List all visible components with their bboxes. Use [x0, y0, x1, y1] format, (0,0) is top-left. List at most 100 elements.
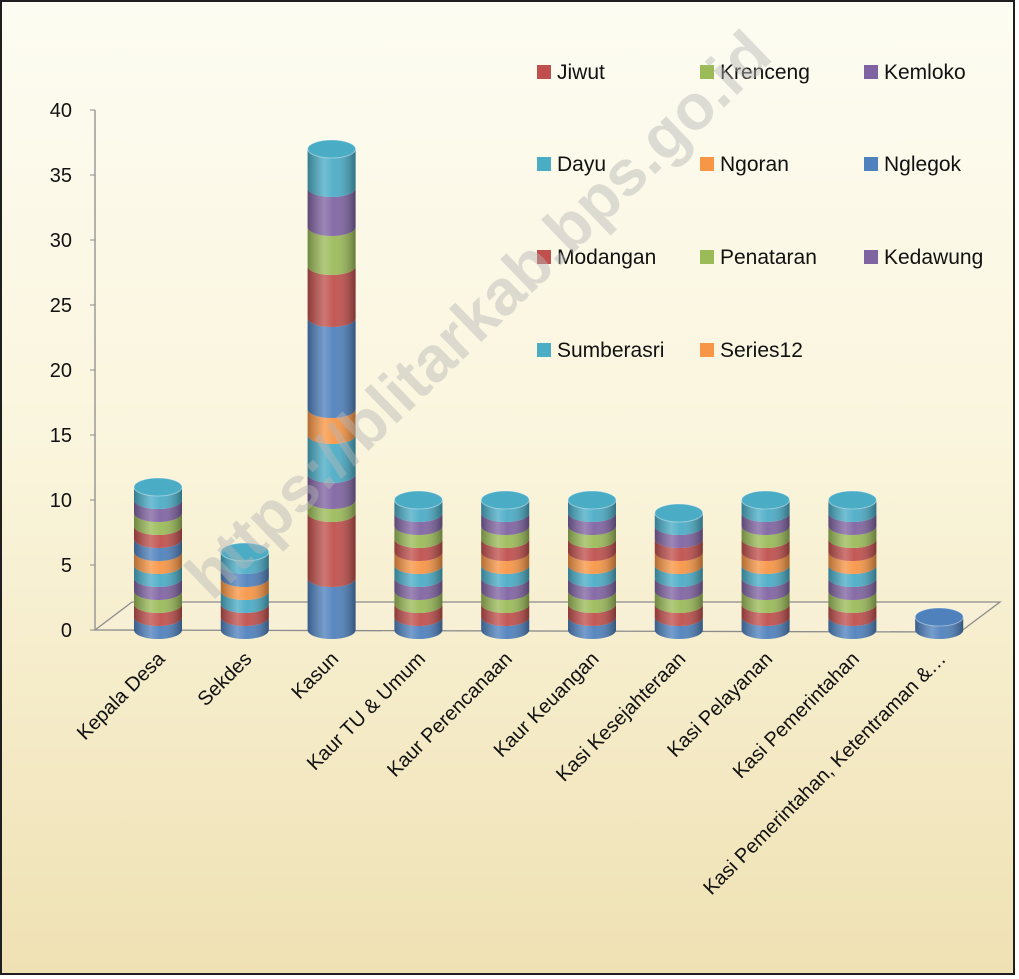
bar-top-cap — [307, 139, 357, 159]
bar-segment-shade — [307, 500, 356, 522]
y-tick-label: 10 — [50, 490, 72, 512]
legend: Jiwut Krenceng Kemloko Dayu Ngoran Nglegok Mod… — [537, 61, 983, 362]
legend-label: Kemloko — [884, 61, 966, 84]
y-tick-label: 25 — [50, 295, 72, 317]
y-tick-label: 20 — [50, 360, 72, 382]
bar-top-cap — [741, 490, 791, 510]
bar-segment-shade — [220, 552, 269, 574]
bar-segment-shade — [134, 565, 182, 587]
bar-segment-shade — [134, 500, 182, 522]
bar-stack — [307, 139, 357, 639]
bar-segment-shade — [220, 617, 269, 639]
bar-segment-shade — [134, 513, 182, 535]
bar-segment-shade — [741, 604, 790, 626]
bar-segment-shade — [828, 552, 877, 574]
legend-swatch — [537, 250, 551, 264]
bar-segment-shade — [654, 578, 703, 600]
bar-top-cap — [393, 490, 443, 510]
bar-segment-shade — [220, 604, 269, 626]
bar-segment-shade — [828, 604, 877, 626]
bar-segment-shade — [481, 591, 530, 614]
bar-segment-shade — [394, 539, 443, 561]
legend-label: Nglegok — [884, 153, 962, 176]
bar-stack — [827, 490, 877, 639]
bar-segment-shade — [394, 552, 443, 574]
bar-top-cap — [914, 607, 964, 627]
bar-segment-shade — [568, 552, 616, 574]
bar-segment-shade — [307, 188, 356, 236]
bar-segment-shade — [134, 617, 182, 639]
legend-swatch — [537, 65, 551, 79]
bar-segment-shade — [220, 565, 269, 587]
bar-segment-shade — [741, 578, 790, 600]
legend-swatch — [700, 157, 714, 171]
bar-stack — [480, 490, 530, 639]
bar-segment-shade — [828, 539, 877, 561]
bar-stack — [654, 503, 704, 639]
bar-segment-shade — [828, 500, 877, 522]
bar-segment-shade — [134, 487, 182, 509]
bar-segment-shade — [568, 565, 616, 587]
bar-segment-shade — [394, 526, 443, 548]
bar-segment-shade — [741, 552, 790, 574]
legend-label: Kedawung — [884, 246, 983, 269]
bar-segment-shade — [828, 565, 877, 587]
bar-top-cap — [567, 490, 617, 510]
y-tick-label: 35 — [50, 165, 72, 187]
y-tick-label: 30 — [50, 230, 72, 252]
bar-segment-shade — [481, 565, 530, 587]
y-tick-label: 0 — [61, 620, 72, 642]
legend-swatch — [537, 157, 551, 171]
legend-swatch — [700, 250, 714, 264]
bar-segment-shade — [568, 513, 616, 535]
bar-stack — [133, 477, 183, 639]
bar-segment-shade — [134, 552, 182, 574]
bar-segment-shade — [568, 578, 616, 600]
bar-segment-shade — [481, 604, 530, 626]
legend-swatch — [700, 343, 714, 357]
bar-segment-shade — [568, 526, 616, 548]
y-tick-label: 40 — [50, 100, 72, 122]
x-category-label: Sekdes — [194, 648, 257, 711]
bar-segment-shade — [654, 591, 703, 614]
bar-segment-shade — [481, 513, 530, 535]
legend-label: Series12 — [720, 339, 803, 362]
bar-segment-shade — [654, 539, 703, 561]
x-category-label: Kasun — [287, 648, 343, 704]
bar-segment-shade — [394, 591, 443, 614]
bar-top-cap — [133, 477, 183, 497]
legend-label: Krenceng — [720, 61, 810, 84]
bar-segment-shade — [307, 578, 356, 639]
bar-stack — [914, 607, 964, 639]
bar-segment-shade — [220, 578, 269, 600]
bar-segment-shade — [307, 266, 356, 327]
bar-segment-shade — [741, 617, 790, 639]
bar-segment-shade — [654, 565, 703, 587]
bar-segment-shade — [394, 604, 443, 626]
bar-segment-shade — [568, 539, 616, 561]
legend-swatch — [864, 65, 878, 79]
bar-segment-shade — [828, 578, 877, 600]
legend-label: Modangan — [557, 246, 656, 269]
bar-segment-shade — [307, 227, 356, 275]
legend-label: Dayu — [557, 153, 606, 176]
bar-segment-shade — [654, 617, 703, 639]
bar-segment-shade — [220, 591, 269, 614]
bar-segment-shade — [394, 500, 443, 522]
bar-segment-shade — [134, 578, 182, 600]
bar-segment-shade — [307, 513, 356, 587]
y-tick-label: 5 — [61, 555, 72, 577]
bar-segment-shade — [654, 552, 703, 574]
y-tick-label: 15 — [50, 425, 72, 447]
bar-segment-shade — [134, 539, 182, 561]
bar-stack — [220, 542, 270, 639]
bar-segment-shade — [741, 513, 790, 535]
bar-top-cap — [480, 490, 530, 510]
bar-segment-shade — [481, 578, 530, 600]
bar-stack — [741, 490, 791, 639]
bar-segment-shade — [654, 604, 703, 626]
bar-segment-shade — [481, 552, 530, 574]
x-category-label: Kepala Desa — [73, 647, 170, 744]
bar-segment-shade — [741, 565, 790, 587]
bar-segment-shade — [741, 500, 790, 522]
